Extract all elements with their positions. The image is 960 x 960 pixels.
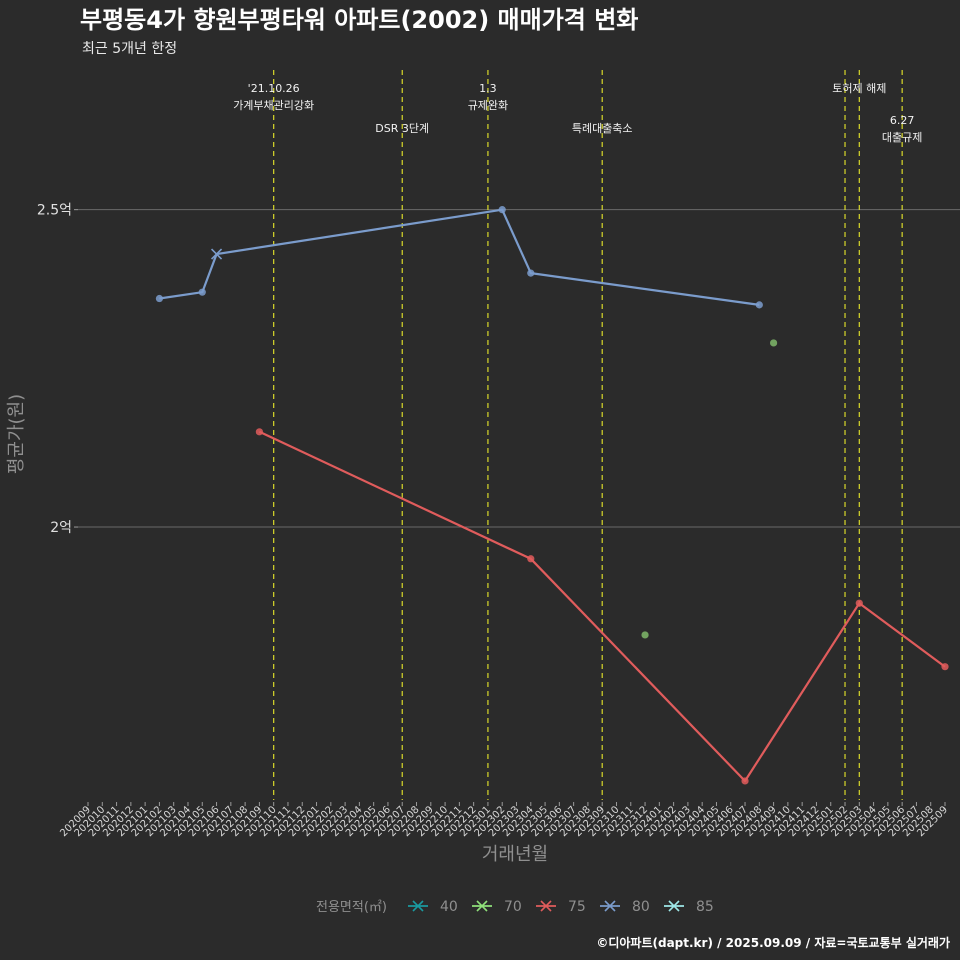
- legend-label: 75: [568, 899, 586, 915]
- y-axis-ticks: 2억 2.5억: [37, 203, 78, 536]
- legend-label: 40: [440, 899, 458, 915]
- legend: 전용면적(㎡) 40 70 75 80 85: [316, 899, 714, 915]
- data-point: [498, 206, 506, 214]
- event-label: 토허제 해제: [832, 81, 886, 95]
- legend-key-cross: [476, 900, 488, 912]
- x-axis-ticks: 2020092020102020112020122021012021022021…: [58, 802, 950, 839]
- data-point: [641, 631, 649, 639]
- y-tick-label: 2.5억: [37, 203, 72, 219]
- legend-label: 85: [696, 899, 714, 915]
- legend-label: 80: [632, 899, 650, 915]
- data-point: [855, 599, 863, 607]
- x-axis-label: 거래년월: [482, 844, 548, 865]
- event-label: 가계부채관리강화: [233, 99, 314, 112]
- data-point: [741, 777, 749, 785]
- data-point: [755, 301, 763, 309]
- gridlines: [78, 209, 960, 528]
- event-label: 대출규제: [882, 131, 922, 144]
- event-label: DSR 3단계: [375, 122, 429, 135]
- data-point: [255, 428, 263, 436]
- y-tick-label: 2억: [50, 520, 72, 536]
- data-series: [155, 206, 949, 785]
- data-point: [527, 555, 535, 563]
- chart-title: 부평동4가 향원부평타워 아파트(2002) 매매가격 변화: [80, 6, 638, 34]
- legend-key-cross: [412, 900, 424, 912]
- series-line-80: [159, 208, 760, 306]
- legend-title: 전용면적(㎡): [316, 900, 387, 915]
- source-caption: ©디아파트(dapt.kr) / 2025.09.09 / 자료=국토교통부 실…: [596, 935, 950, 950]
- data-point: [155, 294, 164, 303]
- event-label: 1.3: [479, 82, 497, 95]
- event-label: 특례대출축소: [572, 122, 633, 135]
- chart-subtitle: 최근 5개년 한정: [82, 41, 177, 57]
- legend-key-cross: [540, 900, 552, 912]
- legend-item-80: 80: [600, 899, 650, 915]
- data-point: [198, 288, 206, 296]
- data-point: [527, 269, 535, 277]
- legend-label: 70: [504, 899, 522, 915]
- y-axis-label: 평균가(원): [6, 394, 27, 474]
- legend-item-75: 75: [536, 899, 586, 915]
- legend-key-cross: [668, 900, 680, 912]
- cross-stroke: [210, 248, 223, 260]
- legend-item-70: 70: [472, 899, 522, 915]
- legend-item-85: 85: [664, 899, 714, 915]
- data-point: [770, 339, 778, 347]
- event-label: '21.10.26: [248, 82, 300, 95]
- event-label: 6.27: [890, 114, 915, 127]
- data-point-cross: [210, 248, 223, 260]
- legend-key-cross: [604, 900, 616, 912]
- data-point: [941, 663, 949, 671]
- legend-item-40: 40: [408, 899, 458, 915]
- event-label: 규제완화: [468, 99, 508, 112]
